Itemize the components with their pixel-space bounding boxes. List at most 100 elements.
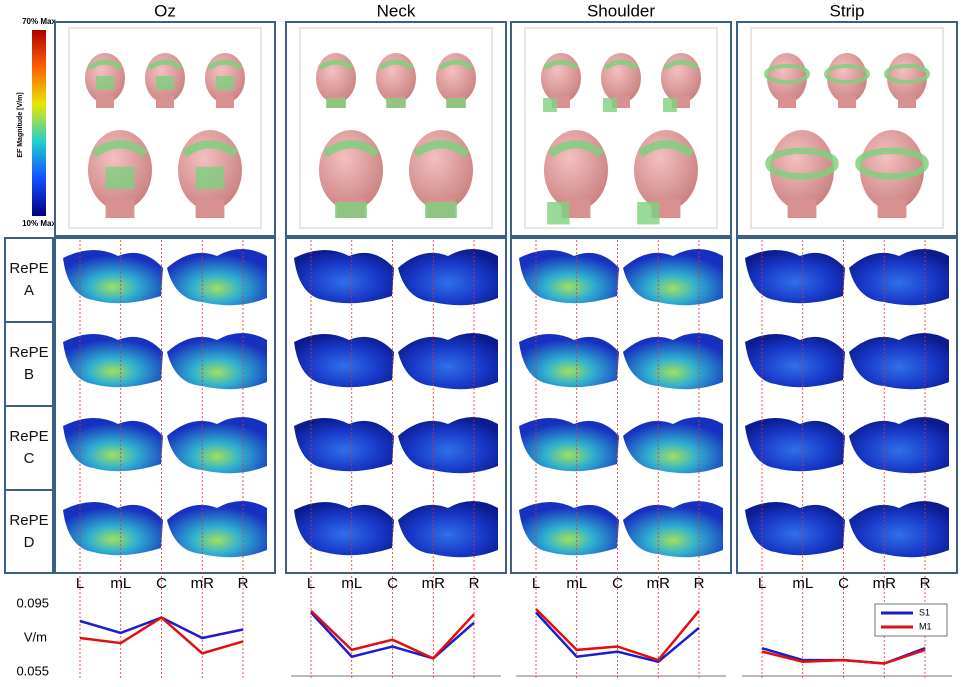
series-line [535, 608, 700, 662]
brain-render [745, 333, 845, 388]
electrode [335, 202, 367, 218]
brain-render [519, 249, 619, 304]
x-tick-label: mL [792, 575, 813, 592]
electrode [663, 98, 677, 112]
electrode [603, 59, 639, 71]
brain-render [294, 333, 394, 388]
brain-render [63, 417, 163, 472]
electrode [547, 202, 570, 225]
y-tick-label: 0.095 [16, 595, 49, 610]
electrode [663, 59, 699, 71]
electrode [638, 140, 694, 158]
electrode-strip [765, 147, 839, 180]
y-tick-label: 0.055 [16, 663, 49, 678]
x-tick-label: mL [341, 575, 362, 592]
electrode [156, 76, 174, 90]
brain-render [519, 501, 619, 556]
electrode [543, 98, 557, 112]
x-tick-label: R [694, 575, 705, 592]
brain-render [623, 249, 723, 306]
brain-render [849, 333, 949, 390]
electrode [195, 166, 225, 190]
brain-render [167, 501, 267, 558]
row-label: RePE C [9, 428, 49, 467]
electrode [216, 76, 234, 90]
electrode [386, 98, 406, 108]
electrode [207, 59, 243, 71]
brain-render [519, 333, 619, 388]
x-tick-label: L [307, 575, 315, 592]
y-axis-label: V/m [24, 629, 47, 644]
brain-render [398, 333, 498, 390]
brain-render [294, 417, 394, 472]
x-tick-label: R [920, 575, 931, 592]
brain-render [745, 501, 845, 556]
series-line [79, 616, 244, 655]
x-tick-label: mR [647, 575, 670, 592]
x-tick-label: L [532, 575, 540, 592]
brain-render [519, 417, 619, 472]
electrode [413, 140, 469, 158]
brain-render [745, 417, 845, 472]
head-neck [195, 198, 225, 218]
brain-render [398, 249, 498, 306]
electrode-strip [764, 64, 810, 84]
electrode [323, 140, 379, 158]
brain-render [623, 333, 723, 390]
colorbar-max: 70% Max [22, 17, 56, 26]
colorbar-title: EF Magnitude [V/m] [17, 92, 24, 157]
head-neck [96, 96, 114, 108]
electrode [603, 98, 617, 112]
series-line [761, 648, 926, 665]
row-label: RePE B [9, 344, 49, 383]
electrode [326, 98, 346, 108]
column-title: Shoulder [587, 1, 655, 20]
brain-render [745, 249, 845, 304]
head-neck [787, 198, 817, 218]
electrode [378, 59, 414, 71]
brain-render [167, 333, 267, 390]
x-tick-label: mR [873, 575, 896, 592]
head-neck [838, 96, 856, 108]
brain-render [63, 501, 163, 556]
electrode [87, 59, 123, 71]
x-tick-label: mL [566, 575, 587, 592]
brain-render [623, 417, 723, 474]
brain-render [849, 501, 949, 558]
electrode [446, 98, 466, 108]
electrode-strip [855, 147, 929, 180]
series-line [535, 611, 700, 664]
brain-render [398, 417, 498, 474]
column-title: Oz [154, 1, 176, 20]
column-title: Strip [830, 1, 865, 20]
column-title: Neck [377, 1, 416, 20]
series-line [310, 611, 475, 660]
x-tick-label: C [387, 575, 398, 592]
row-label: RePE A [9, 260, 49, 299]
head-neck [877, 198, 907, 218]
brain-render [167, 249, 267, 306]
head-neck [216, 96, 234, 108]
electrode [96, 76, 114, 90]
brain-render [398, 501, 498, 558]
electrode [548, 140, 604, 158]
electrode [92, 140, 148, 158]
electrode [318, 59, 354, 71]
colorbar-min: 10% Max [22, 219, 56, 228]
x-tick-label: C [838, 575, 849, 592]
legend-label: M1 [919, 621, 932, 631]
electrode [438, 59, 474, 71]
x-tick-label: R [238, 575, 249, 592]
electrode [543, 59, 579, 71]
colorbar [32, 30, 46, 216]
electrode [182, 140, 238, 158]
head-neck [898, 96, 916, 108]
head-neck [105, 198, 135, 218]
legend-box [874, 603, 948, 637]
x-tick-label: mR [422, 575, 445, 592]
electrode-strip [884, 64, 930, 84]
row-label: RePE D [9, 512, 49, 551]
x-tick-label: mR [191, 575, 214, 592]
electrode [425, 202, 457, 218]
